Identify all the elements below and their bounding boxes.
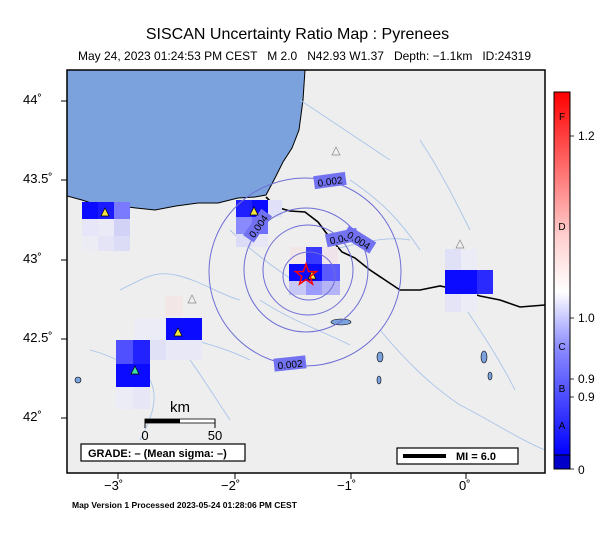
- station-triangle-icon: [100, 207, 110, 217]
- map-frame: [66, 69, 546, 474]
- stations[interactable]: [100, 146, 465, 375]
- station-triangle-icon: [455, 239, 465, 249]
- lat-tick: 43.5˚: [23, 171, 53, 186]
- lon-tick: −1˚: [337, 478, 357, 493]
- lon-tick: −2˚: [221, 478, 241, 493]
- colorbar-letter: A: [559, 421, 566, 432]
- scale-bar: km 0 50: [141, 399, 222, 443]
- map-title: SISCAN Uncertainty Ratio Map : Pyrenees: [145, 26, 450, 43]
- epicenter-star-icon[interactable]: [293, 261, 319, 286]
- reservoirs: [74, 318, 493, 385]
- mi-box: MI = 6.0: [396, 447, 519, 465]
- colorbar-letter: F: [559, 112, 565, 123]
- grade-label: GRADE: – (Mean sigma: –): [88, 448, 227, 460]
- colorbar: F D C B A 1.2 1.0 0.9 0.9 0: [553, 91, 595, 477]
- contour-labels: 0.002 0.004 0.006 0.004 0.002: [243, 171, 377, 373]
- uncertainty-grid: [82, 200, 493, 409]
- axis-ticks: [61, 100, 467, 479]
- grade-box: GRADE: – (Mean sigma: –): [80, 443, 246, 462]
- contour-label: 0.002: [317, 175, 344, 189]
- lat-tick: 42˚: [23, 409, 42, 424]
- station-triangle-icon: [249, 206, 259, 216]
- processing-footer: Map Version 1 Processed 2023-05-24 01:28…: [72, 500, 297, 510]
- lat-tick: 42.5˚: [23, 330, 53, 345]
- colorbar-letter: B: [559, 384, 566, 395]
- station-triangle-icon: [331, 146, 341, 156]
- lat-tick: 43˚: [23, 251, 42, 266]
- station-triangle-icon: [173, 327, 183, 337]
- scale-start: 0: [141, 428, 148, 443]
- station-triangle-icon: [187, 294, 197, 304]
- scale-end: 50: [208, 428, 222, 443]
- colorbar-value: 1.2: [578, 129, 595, 143]
- station-triangle-icon: [130, 365, 140, 375]
- sea-bay-of-biscay: [67, 70, 306, 211]
- france-spain-border: [265, 196, 545, 308]
- event-info: May 24, 2023 01:24:53 PM CEST M 2.0 N42.…: [78, 49, 532, 63]
- colorbar-letter: D: [558, 222, 565, 233]
- mi-label: MI = 6.0: [456, 451, 496, 463]
- lon-tick: 0˚: [459, 478, 471, 493]
- contour-label: 0.002: [277, 359, 303, 373]
- colorbar-value: 0.9: [578, 390, 595, 404]
- colorbar-value: 0.9: [578, 372, 595, 386]
- colorbar-value: 1.0: [578, 311, 595, 325]
- lon-tick: −3˚: [104, 478, 124, 493]
- colorbar-letter: C: [558, 342, 565, 353]
- colorbar-value: 0: [578, 463, 585, 477]
- scale-unit: km: [170, 399, 190, 416]
- lat-tick: 44˚: [23, 92, 42, 107]
